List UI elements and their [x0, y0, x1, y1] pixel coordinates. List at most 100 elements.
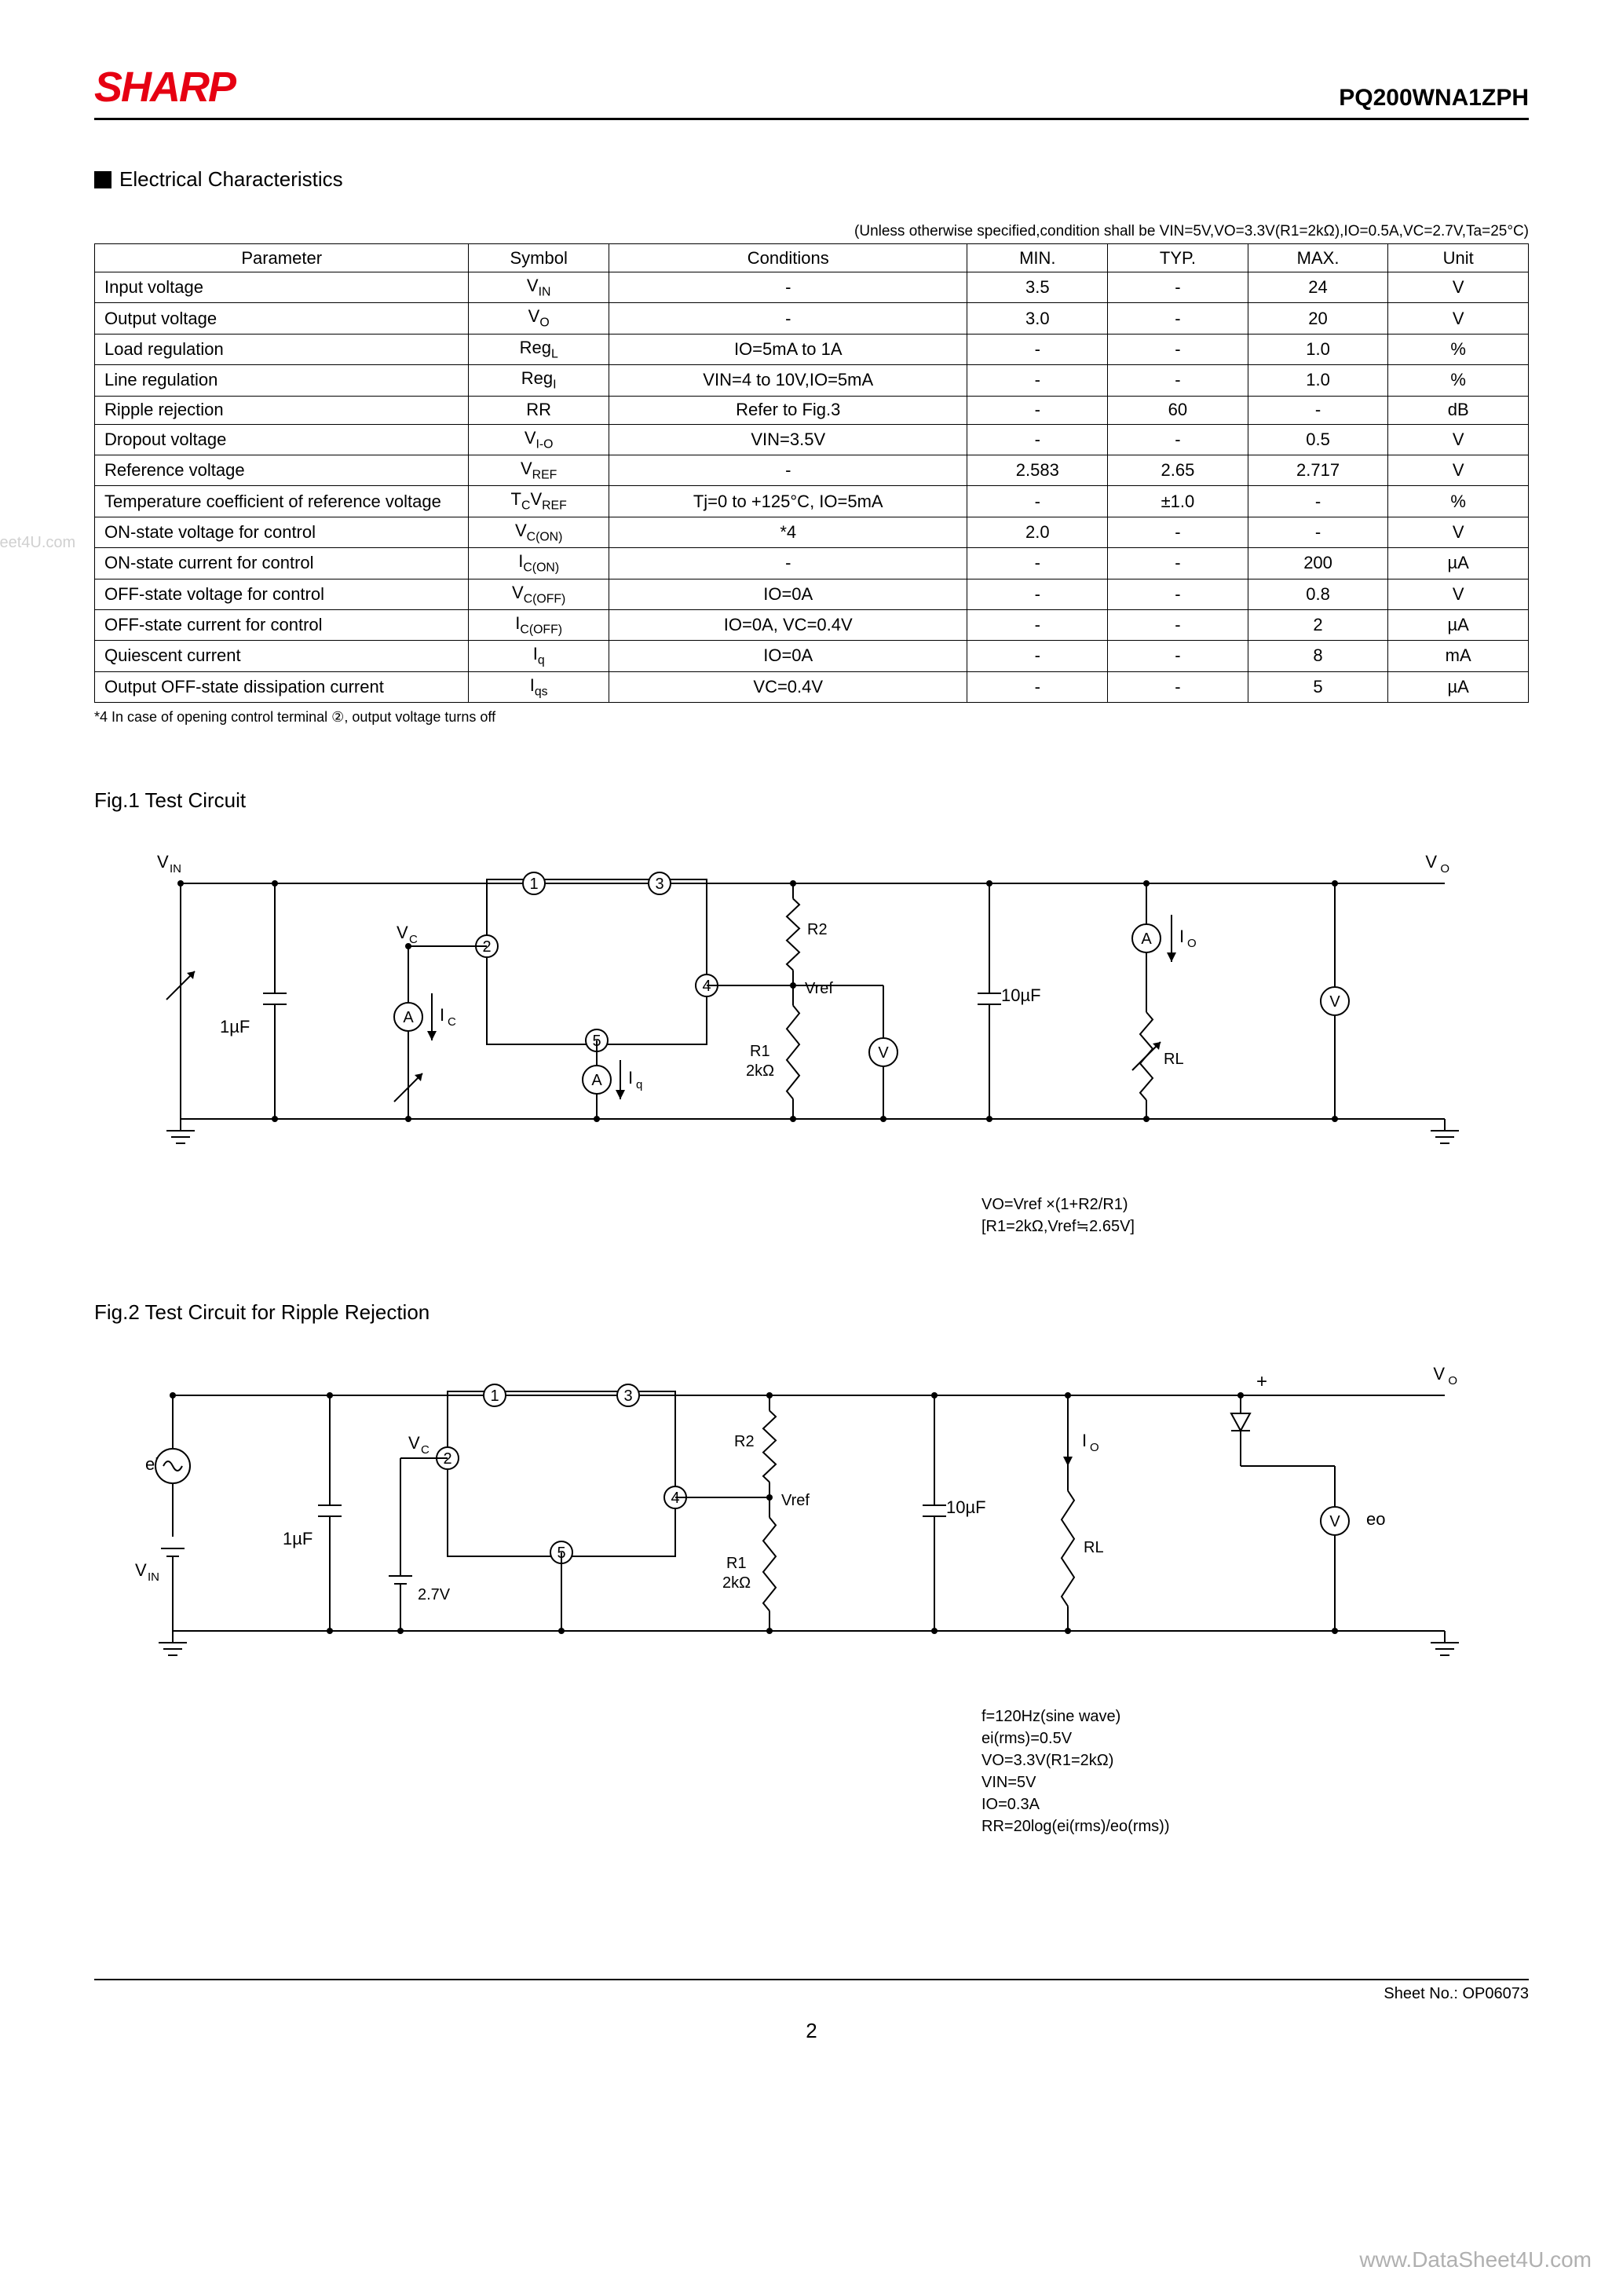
- table-cell: -: [1108, 579, 1248, 609]
- table-cell: µA: [1388, 671, 1529, 702]
- table-cell: *4: [609, 517, 967, 547]
- watermark-left: www.DataSheet4U.com: [0, 534, 75, 552]
- page-number: 2: [94, 2019, 1529, 2043]
- svg-text:R1: R1: [750, 1043, 770, 1060]
- table-row: ON-state voltage for controlVC(ON)*42.0-…: [95, 517, 1529, 547]
- svg-text:O: O: [1440, 862, 1449, 876]
- svg-text:3: 3: [623, 1387, 632, 1405]
- svg-text:10µF: 10µF: [946, 1497, 986, 1517]
- table-header-row: ParameterSymbolConditionsMIN.TYP.MAX.Uni…: [95, 244, 1529, 272]
- fig2-container: eiVIN1µF13245VC2.7VVrefR2R12kΩ10µFIORL+V…: [110, 1348, 1529, 1682]
- table-cell: -: [967, 486, 1108, 517]
- table-cell: VC(OFF): [469, 579, 609, 609]
- table-cell: 3.0: [967, 303, 1108, 334]
- svg-text:RL: RL: [1084, 1539, 1104, 1556]
- fig2-title: Fig.2 Test Circuit for Ripple Rejection: [94, 1300, 1529, 1325]
- table-cell: Output voltage: [95, 303, 469, 334]
- table-cell: -: [967, 641, 1108, 671]
- table-row: Ripple rejectionRRRefer to Fig.3-60-dB: [95, 396, 1529, 424]
- svg-text:1: 1: [529, 876, 538, 893]
- table-cell: -: [1108, 609, 1248, 640]
- table-cell: -: [967, 365, 1108, 396]
- electrical-characteristics-table: ParameterSymbolConditionsMIN.TYP.MAX.Uni…: [94, 243, 1529, 703]
- table-cell: -: [1248, 517, 1388, 547]
- table-cell: -: [967, 334, 1108, 364]
- table-cell: VIN: [469, 272, 609, 303]
- table-cell: 8: [1248, 641, 1388, 671]
- fig2-notes: f=120Hz(sine wave)ei(rms)=0.5VVO=3.3V(R1…: [981, 1706, 1529, 1837]
- table-cell: 0.5: [1248, 424, 1388, 455]
- table-cell: V: [1388, 517, 1529, 547]
- fig-note-line: RR=20log(ei(rms)/eo(rms)): [981, 1815, 1529, 1837]
- table-cell: 2.583: [967, 455, 1108, 485]
- table-cell: Refer to Fig.3: [609, 396, 967, 424]
- table-cell: µA: [1388, 609, 1529, 640]
- table-cell: -: [1248, 486, 1388, 517]
- table-cell: -: [609, 548, 967, 579]
- fig1-container: VIN1µF13245VCAICAIqVrefR2R12kΩV10µFAIORL…: [110, 836, 1529, 1170]
- svg-text:2kΩ: 2kΩ: [722, 1574, 751, 1592]
- table-cell: Line regulation: [95, 365, 469, 396]
- table-header-cell: TYP.: [1108, 244, 1248, 272]
- svg-text:O: O: [1448, 1374, 1457, 1387]
- svg-text:Vref: Vref: [781, 1492, 810, 1509]
- table-cell: µA: [1388, 548, 1529, 579]
- svg-text:IN: IN: [170, 862, 181, 876]
- svg-text:C: C: [448, 1015, 456, 1029]
- svg-text:+: +: [1256, 1371, 1267, 1392]
- table-cell: Reference voltage: [95, 455, 469, 485]
- table-cell: -: [609, 303, 967, 334]
- table-cell: V: [1388, 303, 1529, 334]
- svg-text:A: A: [403, 1009, 414, 1026]
- svg-text:V: V: [135, 1560, 147, 1580]
- table-cell: Dropout voltage: [95, 424, 469, 455]
- table-cell: 0.8: [1248, 579, 1388, 609]
- table-cell: 2: [1248, 609, 1388, 640]
- fig-note-line: VO=3.3V(R1=2kΩ): [981, 1749, 1529, 1771]
- table-cell: -: [967, 609, 1108, 640]
- table-row: Dropout voltageVI-OVIN=3.5V--0.5V: [95, 424, 1529, 455]
- table-cell: V: [1388, 455, 1529, 485]
- svg-text:I: I: [1082, 1431, 1087, 1450]
- table-cell: RegI: [469, 365, 609, 396]
- svg-text:A: A: [1141, 930, 1152, 948]
- svg-text:1µF: 1µF: [220, 1017, 250, 1036]
- svg-text:1µF: 1µF: [283, 1529, 313, 1548]
- table-cell: V: [1388, 272, 1529, 303]
- table-cell: Output OFF-state dissipation current: [95, 671, 469, 702]
- table-cell: IO=5mA to 1A: [609, 334, 967, 364]
- svg-text:C: C: [421, 1443, 430, 1457]
- svg-text:10µF: 10µF: [1001, 985, 1041, 1005]
- table-cell: -: [1108, 365, 1248, 396]
- fig-note-line: IO=0.3A: [981, 1793, 1529, 1815]
- table-cell: 3.5: [967, 272, 1108, 303]
- sheet-number: Sheet No.: OP06073: [94, 1985, 1529, 2003]
- table-row: ON-state current for controlIC(ON)---200…: [95, 548, 1529, 579]
- svg-text:A: A: [591, 1072, 602, 1089]
- table-cell: 2.0: [967, 517, 1108, 547]
- svg-text:R2: R2: [734, 1433, 755, 1450]
- table-cell: -: [1248, 396, 1388, 424]
- svg-text:3: 3: [655, 876, 663, 893]
- sharp-logo: SHARP: [94, 63, 235, 112]
- table-cell: VIN=3.5V: [609, 424, 967, 455]
- table-header-cell: Conditions: [609, 244, 967, 272]
- table-row: Line regulationRegIVIN=4 to 10V,IO=5mA--…: [95, 365, 1529, 396]
- table-cell: Temperature coefficient of reference vol…: [95, 486, 469, 517]
- svg-text:Vref: Vref: [805, 980, 833, 997]
- svg-text:RL: RL: [1164, 1051, 1184, 1068]
- table-cell: -: [967, 548, 1108, 579]
- table-cell: VI-O: [469, 424, 609, 455]
- svg-text:V: V: [408, 1433, 420, 1453]
- fig-note-line: VIN=5V: [981, 1771, 1529, 1793]
- table-cell: Iq: [469, 641, 609, 671]
- fig-note-line: [R1=2kΩ,Vref≒2.65V]: [981, 1216, 1529, 1238]
- fig1-notes: VO=Vref ×(1+R2/R1)[R1=2kΩ,Vref≒2.65V]: [981, 1194, 1529, 1238]
- svg-text:q: q: [636, 1078, 642, 1091]
- fig-note-line: VO=Vref ×(1+R2/R1): [981, 1194, 1529, 1216]
- svg-text:I: I: [628, 1068, 633, 1088]
- section-title-text: Electrical Characteristics: [119, 167, 343, 192]
- table-cell: 2.717: [1248, 455, 1388, 485]
- table-cell: -: [1108, 272, 1248, 303]
- table-cell: -: [1108, 641, 1248, 671]
